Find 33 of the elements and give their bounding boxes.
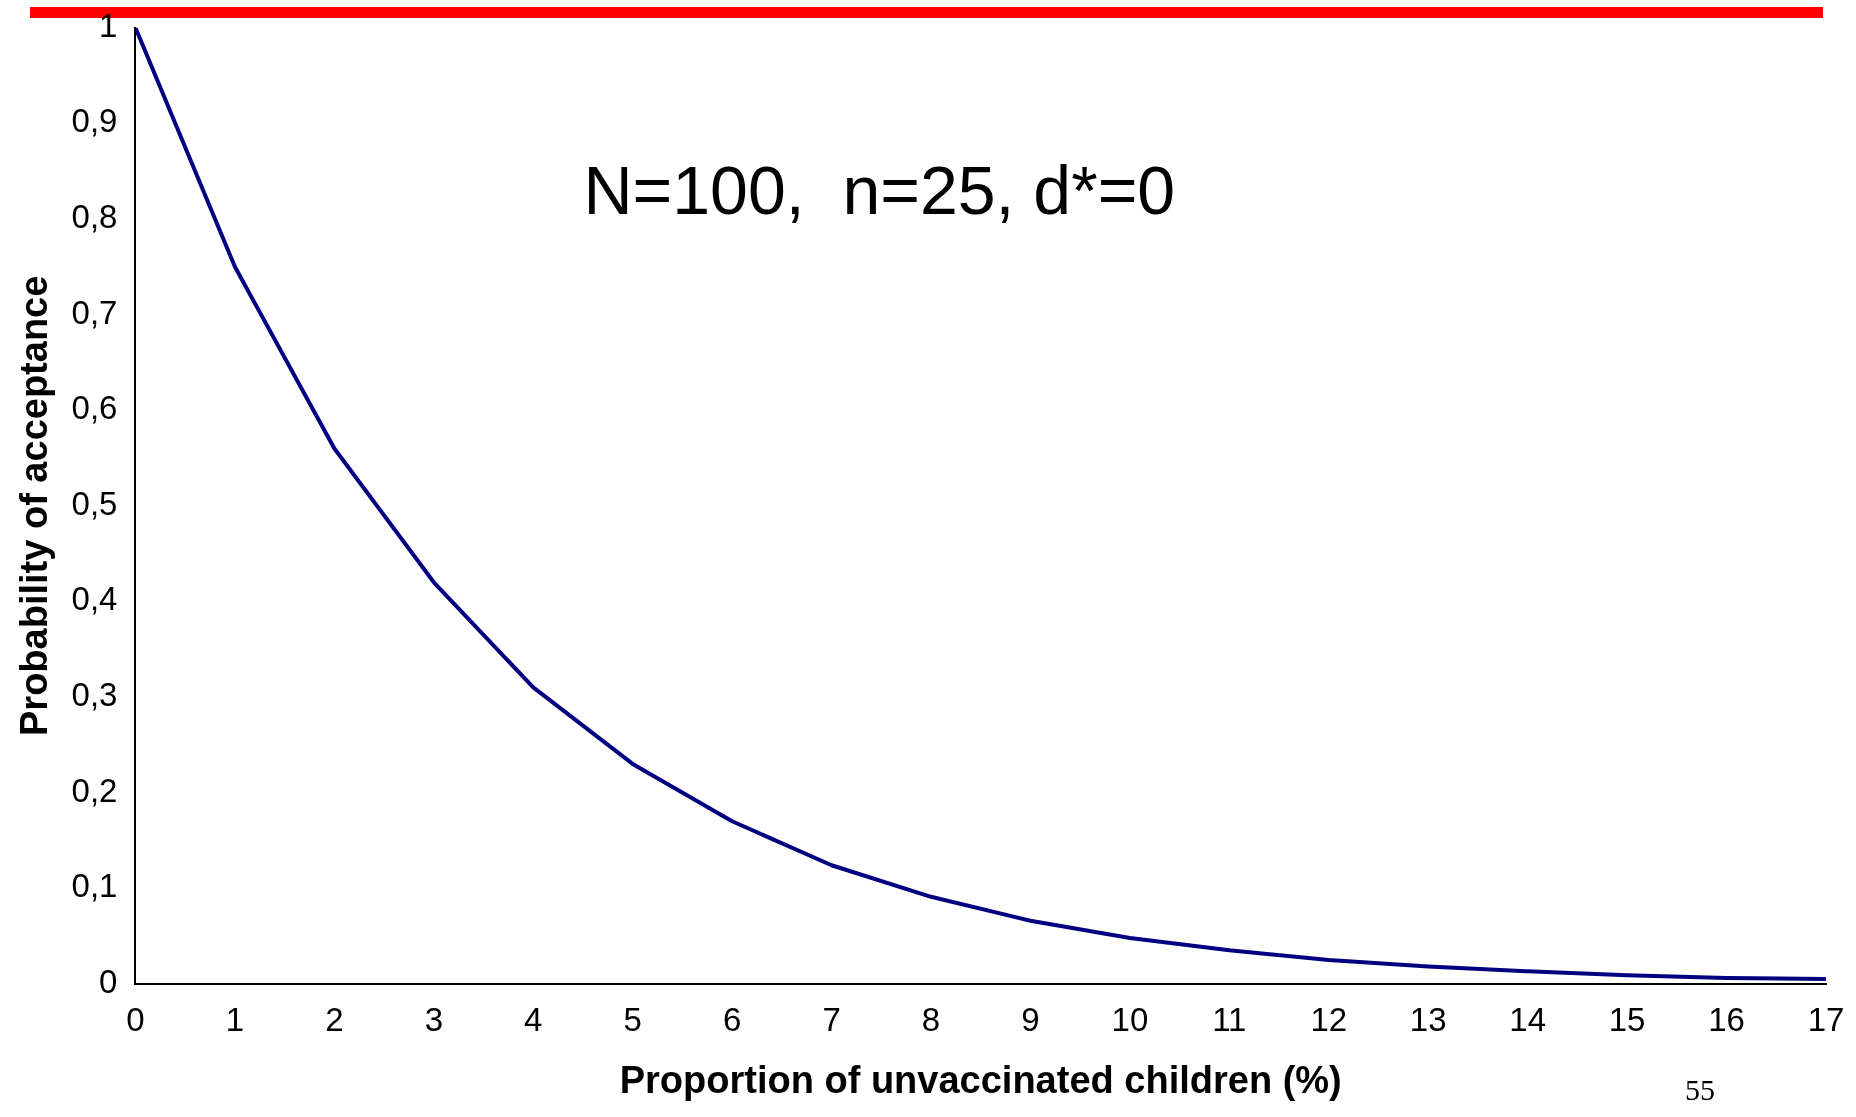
x-tick-label: 4	[524, 1000, 543, 1038]
y-axis-title: Probability of acceptance	[13, 275, 56, 736]
x-tick-label: 8	[921, 1000, 941, 1038]
x-tick-label: 14	[1509, 1000, 1547, 1038]
y-tick-label: 0,9	[71, 102, 118, 140]
x-tick-label: 12	[1310, 1000, 1348, 1038]
y-tick-label: 0,8	[71, 198, 118, 236]
x-tick-label: 7	[822, 1000, 841, 1038]
x-tick-label: 11	[1212, 1000, 1247, 1038]
y-tick-label: 0,7	[71, 293, 118, 331]
x-tick-label: 5	[623, 1000, 642, 1038]
x-tick-label: 10	[1111, 1000, 1149, 1038]
annotation: N=100, n=25, d*=0	[583, 151, 1176, 228]
y-tick-label: 0,4	[71, 580, 118, 618]
x-tick-label: 6	[722, 1000, 742, 1038]
x-tick-label: 13	[1409, 1000, 1447, 1038]
y-tick-label: 1	[99, 6, 118, 44]
y-tick-label: 0,6	[71, 389, 118, 427]
y-tick-label: 0,1	[71, 867, 118, 905]
x-tick-label: 3	[424, 1000, 443, 1038]
y-tick-label: 0,2	[71, 771, 118, 809]
x-tick-label: 2	[325, 1000, 344, 1038]
x-tick-label: 1	[225, 1000, 245, 1038]
text: 55	[1685, 1072, 1715, 1106]
x-tick-label: 9	[1021, 1000, 1040, 1038]
x-tick-label: 15	[1608, 1000, 1646, 1038]
x-axis-title: Proportion of unvaccinated children (%)	[619, 1058, 1342, 1101]
y-tick-label: 0	[99, 962, 118, 1000]
y-tick-label: 0,5	[71, 484, 118, 522]
x-tick-label: 17	[1807, 1000, 1845, 1038]
x-tick-label: 0	[126, 1000, 145, 1038]
x-tick-label: 16	[1708, 1000, 1745, 1038]
y-tick-label: 0,3	[71, 676, 118, 714]
